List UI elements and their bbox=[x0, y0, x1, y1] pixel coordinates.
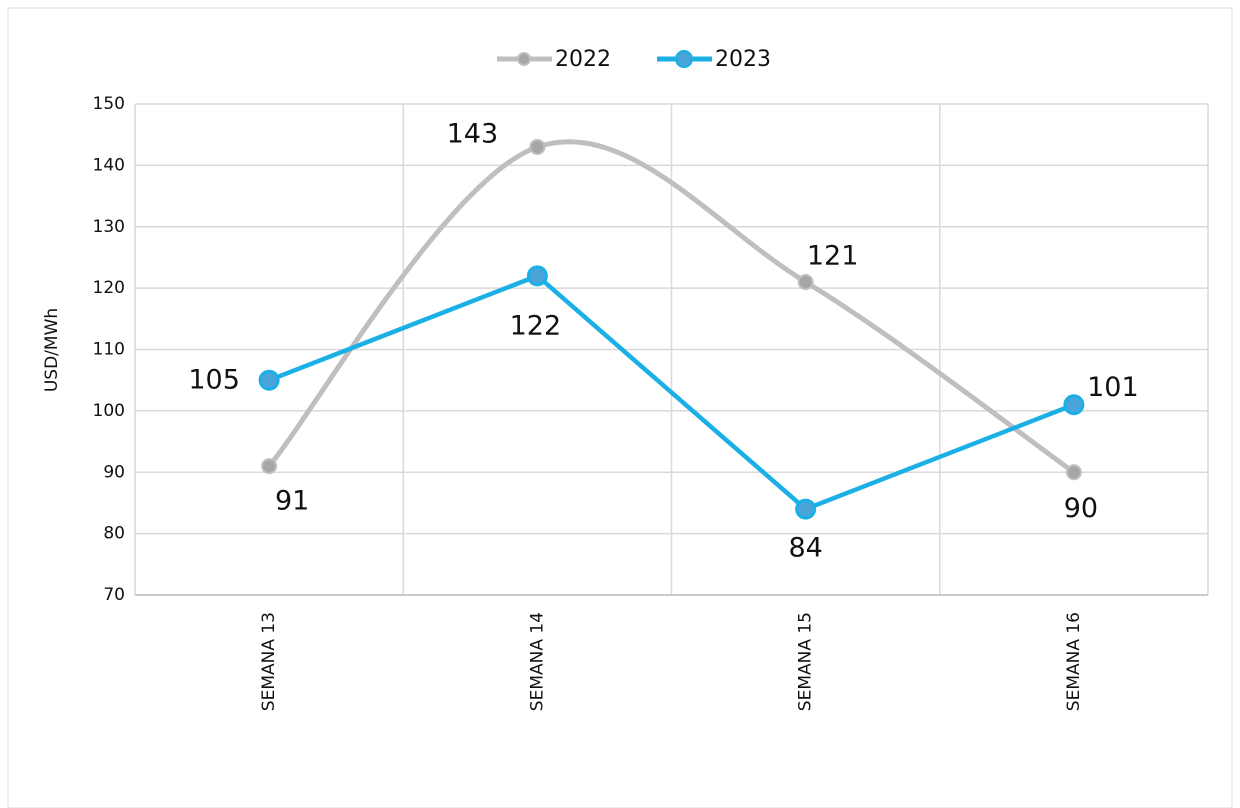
data-label: 90 bbox=[1064, 493, 1098, 524]
y-axis-label: USD/MWh bbox=[42, 308, 62, 392]
series-line bbox=[267, 139, 1076, 475]
y-tick-label: 100 bbox=[93, 401, 125, 421]
y-tick-label: 110 bbox=[93, 340, 125, 360]
legend-marker bbox=[675, 50, 693, 68]
point bbox=[258, 369, 280, 391]
data-label: 91 bbox=[275, 486, 309, 517]
y-tick-label: 90 bbox=[103, 462, 125, 482]
point bbox=[797, 273, 814, 290]
x-tick-label: SEMANA 13 bbox=[259, 612, 279, 711]
x-tick-label: SEMANA 16 bbox=[1064, 612, 1084, 711]
point bbox=[795, 498, 817, 520]
legend-marker bbox=[517, 52, 531, 66]
point bbox=[1065, 464, 1082, 481]
data-label: 143 bbox=[447, 118, 499, 149]
data-label: 122 bbox=[510, 310, 562, 341]
y-tick-label: 70 bbox=[103, 585, 125, 605]
data-label: 101 bbox=[1087, 372, 1139, 403]
data-label: 105 bbox=[188, 365, 240, 396]
point bbox=[526, 265, 548, 287]
frame bbox=[7, 7, 1233, 808]
point bbox=[1063, 394, 1085, 416]
legend-label: 2023 bbox=[715, 47, 771, 72]
y-tick-label: 130 bbox=[93, 217, 125, 237]
y-tick-label: 150 bbox=[93, 94, 125, 114]
point bbox=[261, 458, 278, 475]
x-tick-label: SEMANA 15 bbox=[796, 612, 816, 711]
x-tick-label: SEMANA 14 bbox=[527, 612, 547, 711]
data-label: 84 bbox=[788, 533, 822, 564]
y-tick-label: 80 bbox=[103, 524, 125, 544]
series-line bbox=[268, 273, 1075, 512]
point bbox=[529, 138, 546, 155]
legend-label: 2022 bbox=[555, 47, 611, 72]
y-tick-label: 140 bbox=[93, 155, 125, 175]
y-tick-label: 120 bbox=[93, 278, 125, 298]
data-label: 121 bbox=[807, 240, 859, 271]
